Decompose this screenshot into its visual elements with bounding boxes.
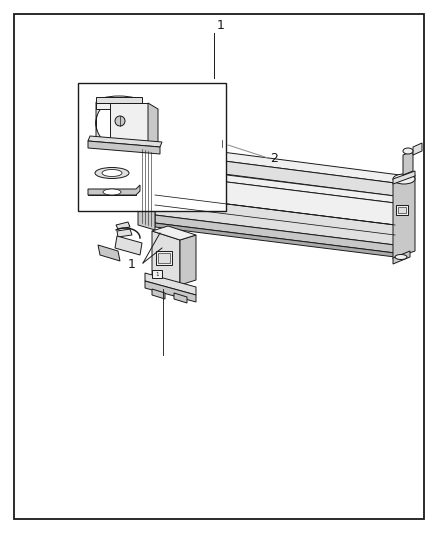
Polygon shape bbox=[152, 289, 165, 299]
Polygon shape bbox=[96, 103, 112, 143]
Polygon shape bbox=[155, 195, 395, 245]
Text: 2: 2 bbox=[270, 152, 278, 166]
Polygon shape bbox=[148, 103, 158, 147]
Text: 1: 1 bbox=[155, 271, 159, 277]
Polygon shape bbox=[413, 143, 422, 155]
Polygon shape bbox=[138, 136, 155, 230]
Text: 1: 1 bbox=[128, 259, 136, 271]
Polygon shape bbox=[155, 173, 395, 225]
Text: 1: 1 bbox=[217, 19, 225, 32]
Polygon shape bbox=[138, 136, 155, 150]
Ellipse shape bbox=[393, 174, 415, 184]
Polygon shape bbox=[96, 103, 130, 109]
Polygon shape bbox=[115, 236, 142, 255]
Polygon shape bbox=[180, 235, 196, 285]
Polygon shape bbox=[162, 145, 400, 183]
Polygon shape bbox=[393, 171, 415, 184]
Ellipse shape bbox=[103, 189, 121, 195]
Polygon shape bbox=[117, 229, 132, 237]
Polygon shape bbox=[116, 222, 130, 229]
Polygon shape bbox=[110, 103, 148, 141]
Polygon shape bbox=[145, 281, 196, 302]
Polygon shape bbox=[88, 141, 160, 154]
Bar bbox=[398, 207, 406, 213]
Bar bbox=[158, 253, 170, 263]
Bar bbox=[152, 270, 162, 278]
Polygon shape bbox=[96, 97, 142, 103]
Polygon shape bbox=[174, 293, 187, 303]
Ellipse shape bbox=[395, 254, 407, 260]
Polygon shape bbox=[155, 166, 395, 203]
Ellipse shape bbox=[95, 167, 129, 179]
Ellipse shape bbox=[403, 148, 413, 154]
Polygon shape bbox=[152, 231, 180, 285]
Polygon shape bbox=[393, 175, 415, 259]
Polygon shape bbox=[155, 223, 395, 257]
Polygon shape bbox=[155, 215, 395, 253]
Polygon shape bbox=[403, 151, 413, 175]
Polygon shape bbox=[152, 226, 196, 240]
Polygon shape bbox=[393, 251, 410, 264]
Polygon shape bbox=[88, 185, 140, 195]
Polygon shape bbox=[98, 245, 120, 261]
Polygon shape bbox=[88, 189, 136, 195]
Bar bbox=[156, 251, 172, 265]
Bar bbox=[78, 83, 226, 211]
Ellipse shape bbox=[102, 169, 122, 176]
Polygon shape bbox=[145, 273, 196, 295]
Polygon shape bbox=[162, 153, 395, 196]
Polygon shape bbox=[88, 136, 162, 147]
Ellipse shape bbox=[138, 136, 156, 146]
Bar bbox=[396, 205, 408, 215]
Circle shape bbox=[115, 116, 125, 126]
